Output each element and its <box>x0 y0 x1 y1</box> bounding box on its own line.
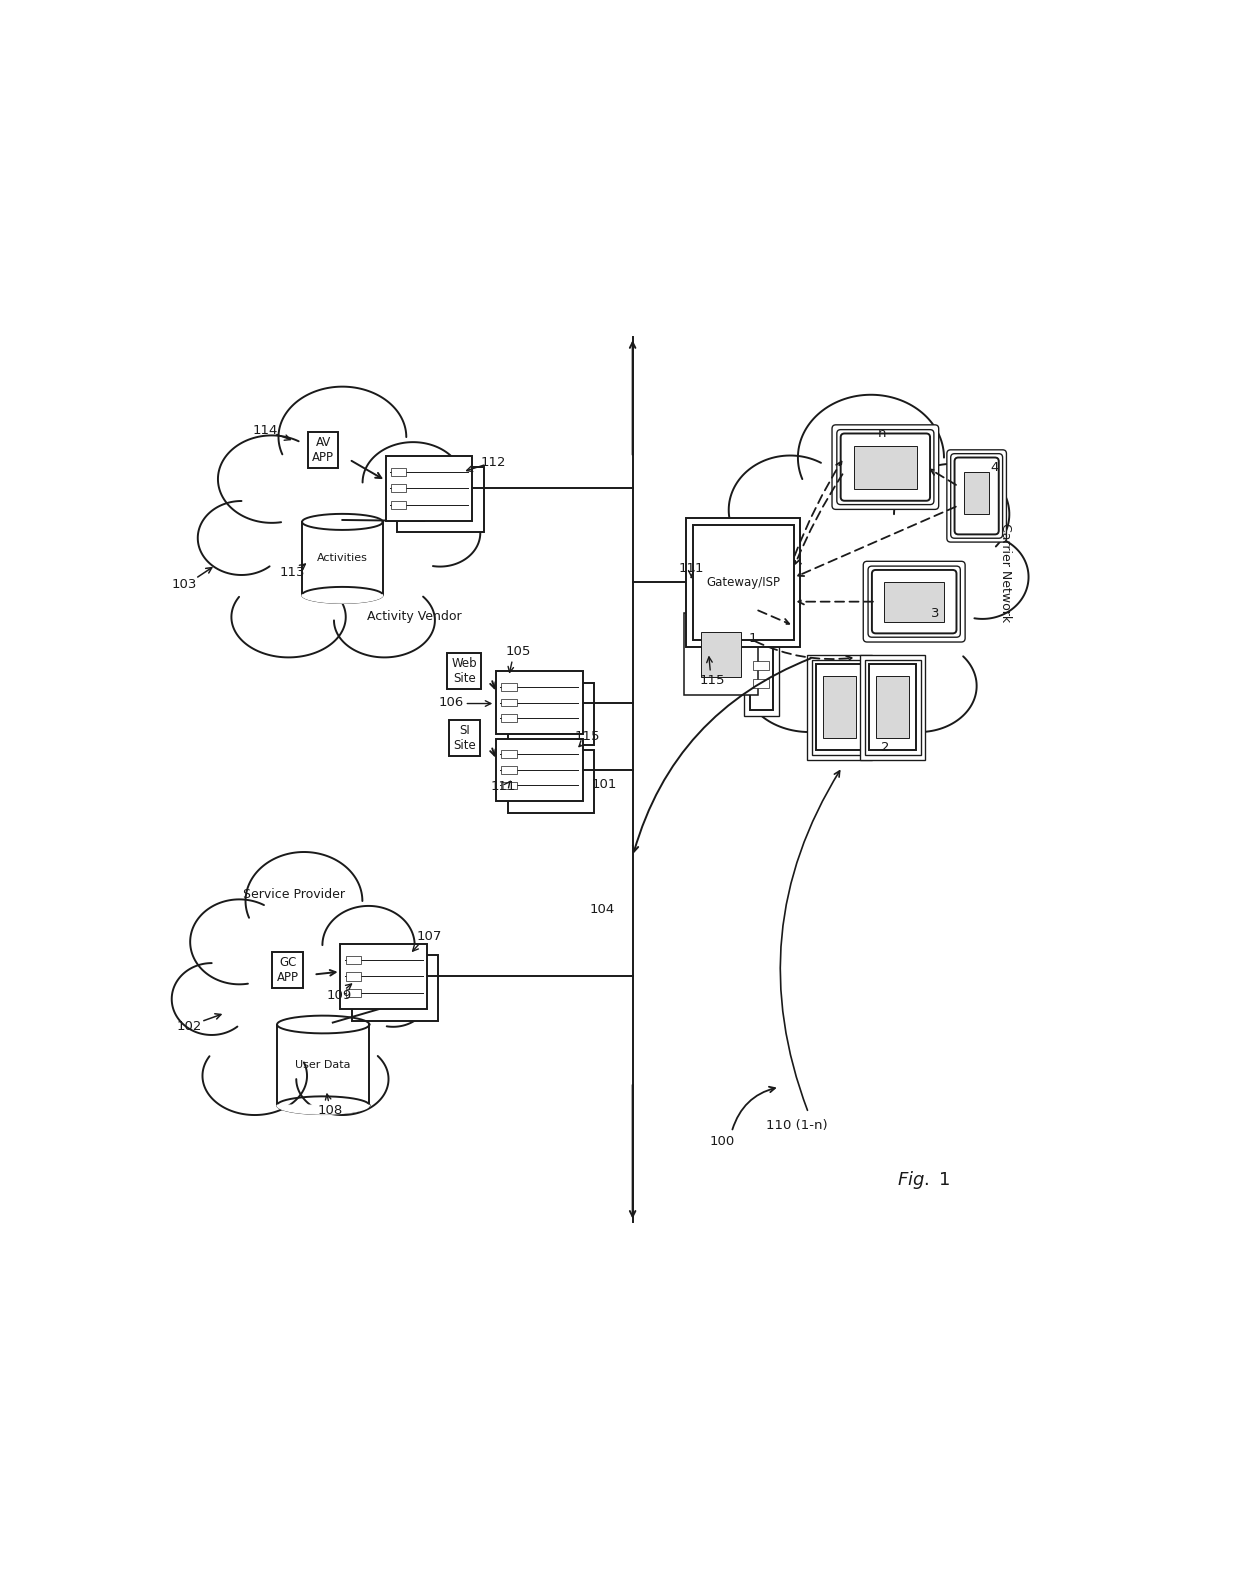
Bar <box>688 618 754 690</box>
Text: 107: 107 <box>417 929 441 943</box>
Bar <box>875 676 909 739</box>
FancyBboxPatch shape <box>965 473 990 514</box>
Bar <box>749 637 773 711</box>
Text: SI
Site: SI Site <box>453 725 476 751</box>
Bar <box>807 656 873 759</box>
Text: 112: 112 <box>481 456 506 468</box>
Bar <box>859 656 925 759</box>
FancyBboxPatch shape <box>951 454 1003 538</box>
Bar <box>816 665 863 750</box>
Bar <box>864 660 920 755</box>
Text: n: n <box>877 428 885 440</box>
Text: 100: 100 <box>709 1135 734 1148</box>
Text: Activity Vendor: Activity Vendor <box>367 610 461 623</box>
Text: 113: 113 <box>280 566 305 580</box>
Text: 114: 114 <box>253 424 278 437</box>
Text: 103: 103 <box>171 578 196 591</box>
Bar <box>753 679 769 689</box>
Text: 115: 115 <box>699 674 725 687</box>
FancyBboxPatch shape <box>884 582 944 621</box>
FancyBboxPatch shape <box>947 450 1007 542</box>
Text: $\it{Fig.}$ $\it{1}$: $\it{Fig.}$ $\it{1}$ <box>897 1170 951 1192</box>
Bar <box>684 613 758 695</box>
Text: 110 (1-n): 110 (1-n) <box>766 1119 828 1132</box>
Bar <box>812 660 868 755</box>
Text: 2: 2 <box>882 742 889 755</box>
Bar <box>501 714 517 722</box>
Text: Activities: Activities <box>317 553 368 563</box>
FancyBboxPatch shape <box>955 457 998 534</box>
Text: 109: 109 <box>327 989 352 1003</box>
Text: 115: 115 <box>574 729 600 742</box>
Bar <box>352 956 439 1020</box>
FancyBboxPatch shape <box>872 571 956 634</box>
FancyBboxPatch shape <box>853 446 918 489</box>
Text: User Data: User Data <box>295 1060 351 1071</box>
Text: Service Provider: Service Provider <box>243 888 346 901</box>
Bar <box>507 682 594 745</box>
Text: AV
APP: AV APP <box>312 435 334 464</box>
Text: 104: 104 <box>589 902 615 915</box>
Text: Carrier Network: Carrier Network <box>999 523 1012 623</box>
Text: 105: 105 <box>506 645 531 659</box>
Polygon shape <box>277 1105 370 1115</box>
Bar <box>686 519 800 646</box>
Bar <box>702 632 740 678</box>
Bar <box>496 671 583 734</box>
FancyBboxPatch shape <box>832 424 939 509</box>
Bar <box>869 665 916 750</box>
Bar <box>391 484 407 492</box>
Text: 111: 111 <box>490 780 516 792</box>
Bar <box>501 766 517 773</box>
Text: Web
Site: Web Site <box>451 657 477 685</box>
Text: 1: 1 <box>749 632 756 645</box>
Text: 3: 3 <box>931 607 940 619</box>
Text: GC
APP: GC APP <box>277 956 299 984</box>
Text: 101: 101 <box>591 778 618 791</box>
Bar <box>391 500 407 509</box>
Bar <box>501 684 517 690</box>
Bar <box>501 781 517 789</box>
Text: 106: 106 <box>439 696 464 709</box>
Polygon shape <box>303 594 383 604</box>
FancyBboxPatch shape <box>841 434 930 501</box>
Bar <box>341 943 427 1009</box>
Bar <box>753 662 769 670</box>
Bar <box>744 632 779 715</box>
Bar <box>397 467 484 533</box>
Bar <box>346 973 361 981</box>
Bar <box>346 956 361 964</box>
Bar <box>346 989 361 997</box>
FancyBboxPatch shape <box>868 566 960 637</box>
Bar <box>386 456 472 520</box>
FancyBboxPatch shape <box>863 561 965 641</box>
Bar <box>501 698 517 706</box>
Text: 4: 4 <box>991 461 999 473</box>
Bar <box>693 525 794 640</box>
Text: Gateway/ISP: Gateway/ISP <box>706 575 780 590</box>
Text: 108: 108 <box>317 1105 342 1118</box>
Bar <box>391 468 407 476</box>
Bar <box>507 750 594 813</box>
Bar <box>823 676 857 739</box>
Bar <box>496 739 583 802</box>
Text: 102: 102 <box>177 1020 202 1033</box>
Bar <box>693 623 749 685</box>
Text: 111: 111 <box>678 561 704 574</box>
FancyBboxPatch shape <box>837 429 934 505</box>
Bar <box>501 750 517 758</box>
